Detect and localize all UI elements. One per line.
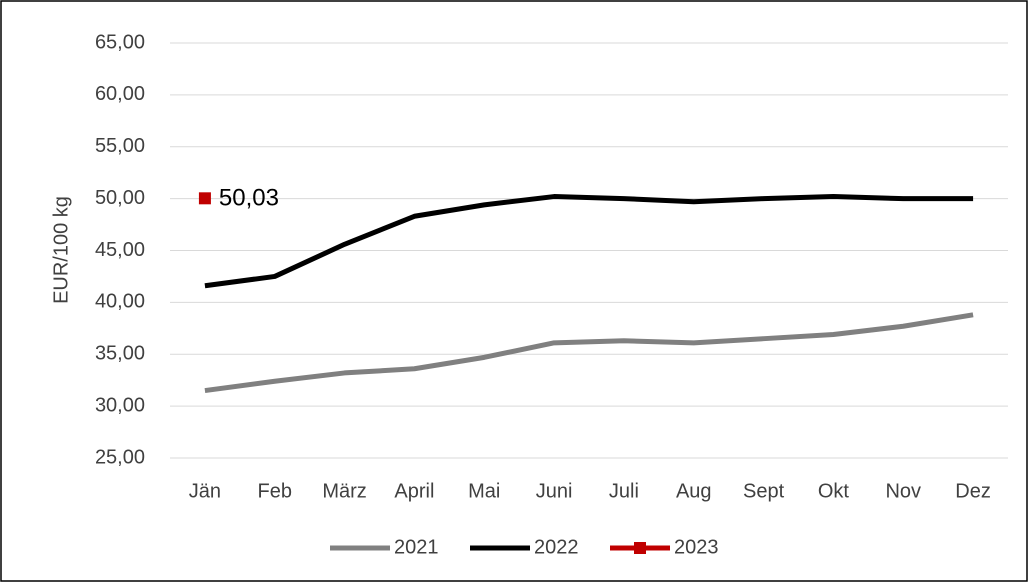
y-tick-label: 55,00 (95, 135, 145, 157)
x-tick-label: Okt (818, 480, 850, 502)
series-line (204, 194, 974, 289)
point-marker (198, 192, 211, 205)
data-label: 50,03 (219, 185, 279, 212)
x-tick-label: Aug (676, 480, 712, 502)
x-tick-label: März (322, 480, 366, 502)
x-tick-label: April (394, 480, 434, 502)
y-tick-label: 65,00 (95, 31, 145, 53)
y-tick-label: 45,00 (95, 239, 145, 261)
x-tick-label: Juli (609, 480, 639, 502)
legend-label: 2021 (394, 536, 439, 558)
x-tick-label: Dez (955, 480, 991, 502)
y-tick-label: 40,00 (95, 291, 145, 313)
x-tick-label: Feb (258, 480, 292, 502)
legend-label: 2022 (534, 536, 579, 558)
y-tick-label: 50,00 (95, 187, 145, 209)
legend-label: 2023 (674, 536, 719, 558)
y-tick-label: 25,00 (95, 446, 145, 468)
x-tick-label: Mai (468, 480, 500, 502)
y-tick-label: 35,00 (95, 343, 145, 365)
x-tick-label: Juni (536, 480, 573, 502)
x-tick-label: Sept (743, 480, 785, 502)
y-tick-label: 60,00 (95, 83, 145, 105)
x-tick-label: Nov (885, 480, 921, 502)
legend-marker (634, 542, 646, 554)
series-line (204, 312, 974, 394)
x-tick-label: Jän (189, 480, 221, 502)
y-tick-label: 30,00 (95, 394, 145, 416)
y-axis-label: EUR/100 kg (50, 196, 72, 304)
